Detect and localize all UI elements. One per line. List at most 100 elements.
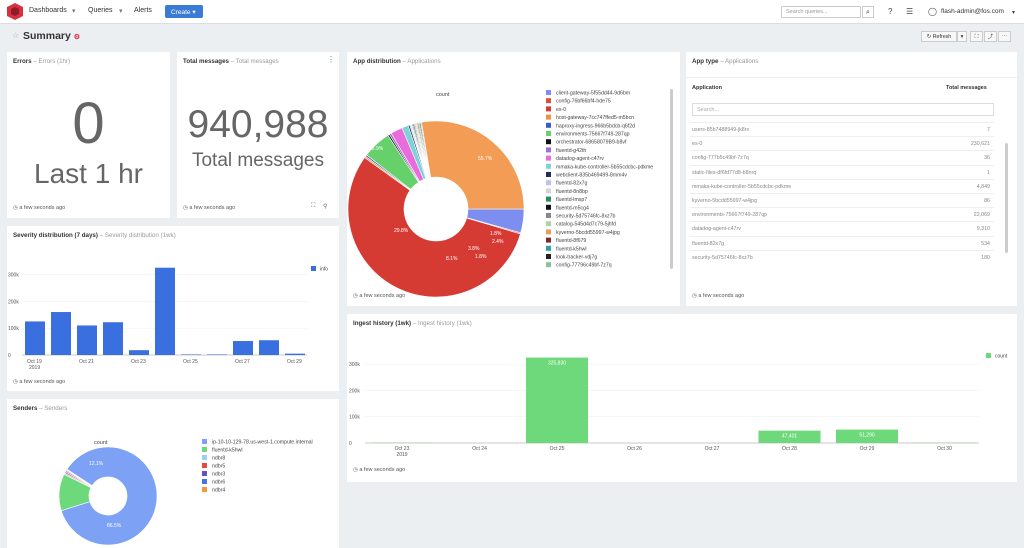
cell-total-messages: 9,310	[976, 226, 990, 233]
table-search-input[interactable]: Search...	[692, 103, 994, 116]
nav-queries[interactable]: Queries	[88, 7, 113, 14]
table-row[interactable]: mmaka-kube-controller-5b55cdcbc-pdkme 4,8…	[690, 178, 994, 193]
legend-label: fluentd-8f679	[556, 238, 586, 244]
chevron-down-icon[interactable]: ▾	[72, 8, 76, 15]
pie-slice[interactable]	[421, 120, 525, 210]
search-icon[interactable]: ⌕	[862, 6, 874, 18]
data-label: 8.1%	[446, 256, 458, 262]
bar[interactable]	[155, 267, 175, 355]
legend-scrollbar[interactable]	[670, 89, 673, 269]
updated-time: a few seconds ago	[359, 293, 406, 299]
refresh-label: Refresh	[932, 34, 952, 40]
pie-slice[interactable]	[66, 468, 93, 487]
legend-swatch	[202, 439, 207, 444]
bar[interactable]	[526, 357, 588, 443]
more-icon[interactable]: ⋯	[998, 31, 1011, 42]
nav-alerts[interactable]: Alerts	[134, 7, 152, 14]
legend-label: info	[320, 267, 328, 273]
table-row[interactable]: static-files-df6fd77d8-b8nrq 1	[690, 164, 994, 179]
gear-icon[interactable]: ⚙	[73, 34, 81, 41]
panel-footer: ◷ a few seconds ago	[13, 379, 66, 385]
panel-subtitle: – Applications	[718, 58, 759, 65]
x-tick-label: Oct 21	[79, 359, 94, 365]
create-label: Create	[171, 9, 191, 16]
page-title: Summary ⚙	[23, 30, 80, 42]
bar[interactable]	[103, 322, 123, 355]
bar[interactable]	[25, 321, 45, 355]
y-tick-label: 0	[349, 441, 352, 447]
panel-footer: ◷ a few seconds ago	[183, 205, 236, 211]
bar[interactable]	[207, 354, 227, 355]
app-logo[interactable]	[7, 3, 23, 20]
table-row[interactable]: es-0 230,621	[690, 136, 994, 150]
cell-application: static-files-df6fd77d8-b8nrq	[692, 169, 757, 176]
cell-application: mmaka-kube-controller-5b55cdcbc-pdkme	[692, 183, 792, 190]
pie-slice[interactable]	[347, 157, 521, 298]
panel-footer: ◷ a few seconds ago	[353, 293, 406, 299]
settings-sliders-icon[interactable]: ☰	[906, 7, 914, 16]
legend-swatch	[546, 237, 551, 243]
create-button[interactable]: Create ▾	[165, 5, 203, 18]
x-tick-label: Oct 29	[287, 359, 302, 365]
bar[interactable]	[181, 354, 201, 355]
legend-swatch	[202, 479, 207, 484]
legend-swatch	[311, 266, 316, 271]
table-row[interactable]: datadog-agent-c47rv 9,310	[690, 221, 994, 235]
y-tick-label: 200k	[349, 388, 360, 394]
legend-swatch	[546, 196, 551, 202]
x-tick-label: Oct 26	[627, 446, 642, 452]
table-row[interactable]: config-777b5c49bf-7z7q 36	[690, 150, 994, 164]
errors-panel: Errors – Errors (1hr) 0 Last 1 hr ◷ a fe…	[7, 52, 170, 218]
app-distribution-panel: App distribution – Applications count 23.…	[347, 52, 680, 306]
panel-title-text: Senders	[13, 405, 38, 412]
x-tick-label: Oct 19	[27, 359, 42, 365]
table-row[interactable]: fluentd-82x7g 534	[690, 235, 994, 250]
chevron-down-icon[interactable]: ▾	[957, 31, 967, 42]
share-icon[interactable]: ⤴	[984, 31, 997, 42]
y-tick-label: 100k	[8, 326, 19, 332]
bar[interactable]	[77, 325, 97, 355]
legend-swatch	[546, 245, 551, 251]
table-row[interactable]: security-5d75746fc-8xz7b 180	[690, 249, 994, 264]
nav-dashboards[interactable]: Dashboards	[29, 7, 67, 14]
app-distribution-chart: count 23.9% 55.7% 29.8% 8.1% 2.4% 1.8% 3.8% 1.8%…	[347, 90, 653, 298]
search-input[interactable]: Search queries...	[781, 6, 861, 18]
cell-application: datadog-agent-c47rv	[692, 226, 741, 233]
legend-label: security-5d75746fc-8xz7b	[556, 214, 616, 220]
chevron-down-icon[interactable]: ▾	[119, 8, 123, 15]
bar[interactable]	[233, 341, 253, 355]
legend-swatch	[202, 447, 207, 452]
column-header-total-messages[interactable]: Total messages	[946, 85, 987, 91]
x-tick-label: 2019	[396, 452, 407, 458]
bar[interactable]	[129, 350, 149, 355]
bar[interactable]	[51, 312, 71, 355]
divider	[686, 77, 1017, 78]
table-row[interactable]: users-85b7488949-jk8rx 7	[690, 122, 994, 136]
bar[interactable]	[836, 429, 898, 443]
fullscreen-icon[interactable]: ⛶	[970, 31, 983, 42]
bar[interactable]	[259, 340, 279, 355]
counter-label: Last 1 hr	[34, 158, 143, 189]
legend-swatch	[546, 90, 551, 95]
chevron-down-icon[interactable]: ▾	[1012, 10, 1016, 16]
legend-swatch	[546, 172, 551, 177]
star-icon[interactable]: ☆	[12, 31, 20, 40]
bar[interactable]	[285, 353, 305, 355]
bar[interactable]	[758, 430, 821, 443]
legend-label: ndbr5	[212, 464, 225, 470]
table-scrollbar[interactable]	[1005, 143, 1008, 253]
pin-icon[interactable]: ⚲	[323, 204, 328, 210]
user-menu[interactable]: flash-admin@fos.com	[941, 8, 1004, 15]
help-icon[interactable]: ?	[888, 7, 893, 16]
table-row[interactable]: kyverno-5bcdd55997-w4jpg 86	[690, 193, 994, 207]
pie-slice[interactable]	[60, 446, 158, 546]
menu-icon[interactable]: ⋮	[327, 55, 335, 64]
refresh-button[interactable]: ↻ Refresh	[921, 31, 957, 42]
table-row[interactable]: environments-75667f749-287qp 22,069	[690, 207, 994, 221]
fullscreen-icon[interactable]: ⛶	[311, 203, 316, 209]
chart-title: count	[94, 440, 108, 446]
avatar[interactable]: ◯	[928, 7, 937, 16]
panel-footer: ◷ a few seconds ago	[692, 293, 745, 299]
x-tick-label: Oct 23	[131, 359, 146, 365]
column-header-application[interactable]: Application	[692, 85, 722, 91]
